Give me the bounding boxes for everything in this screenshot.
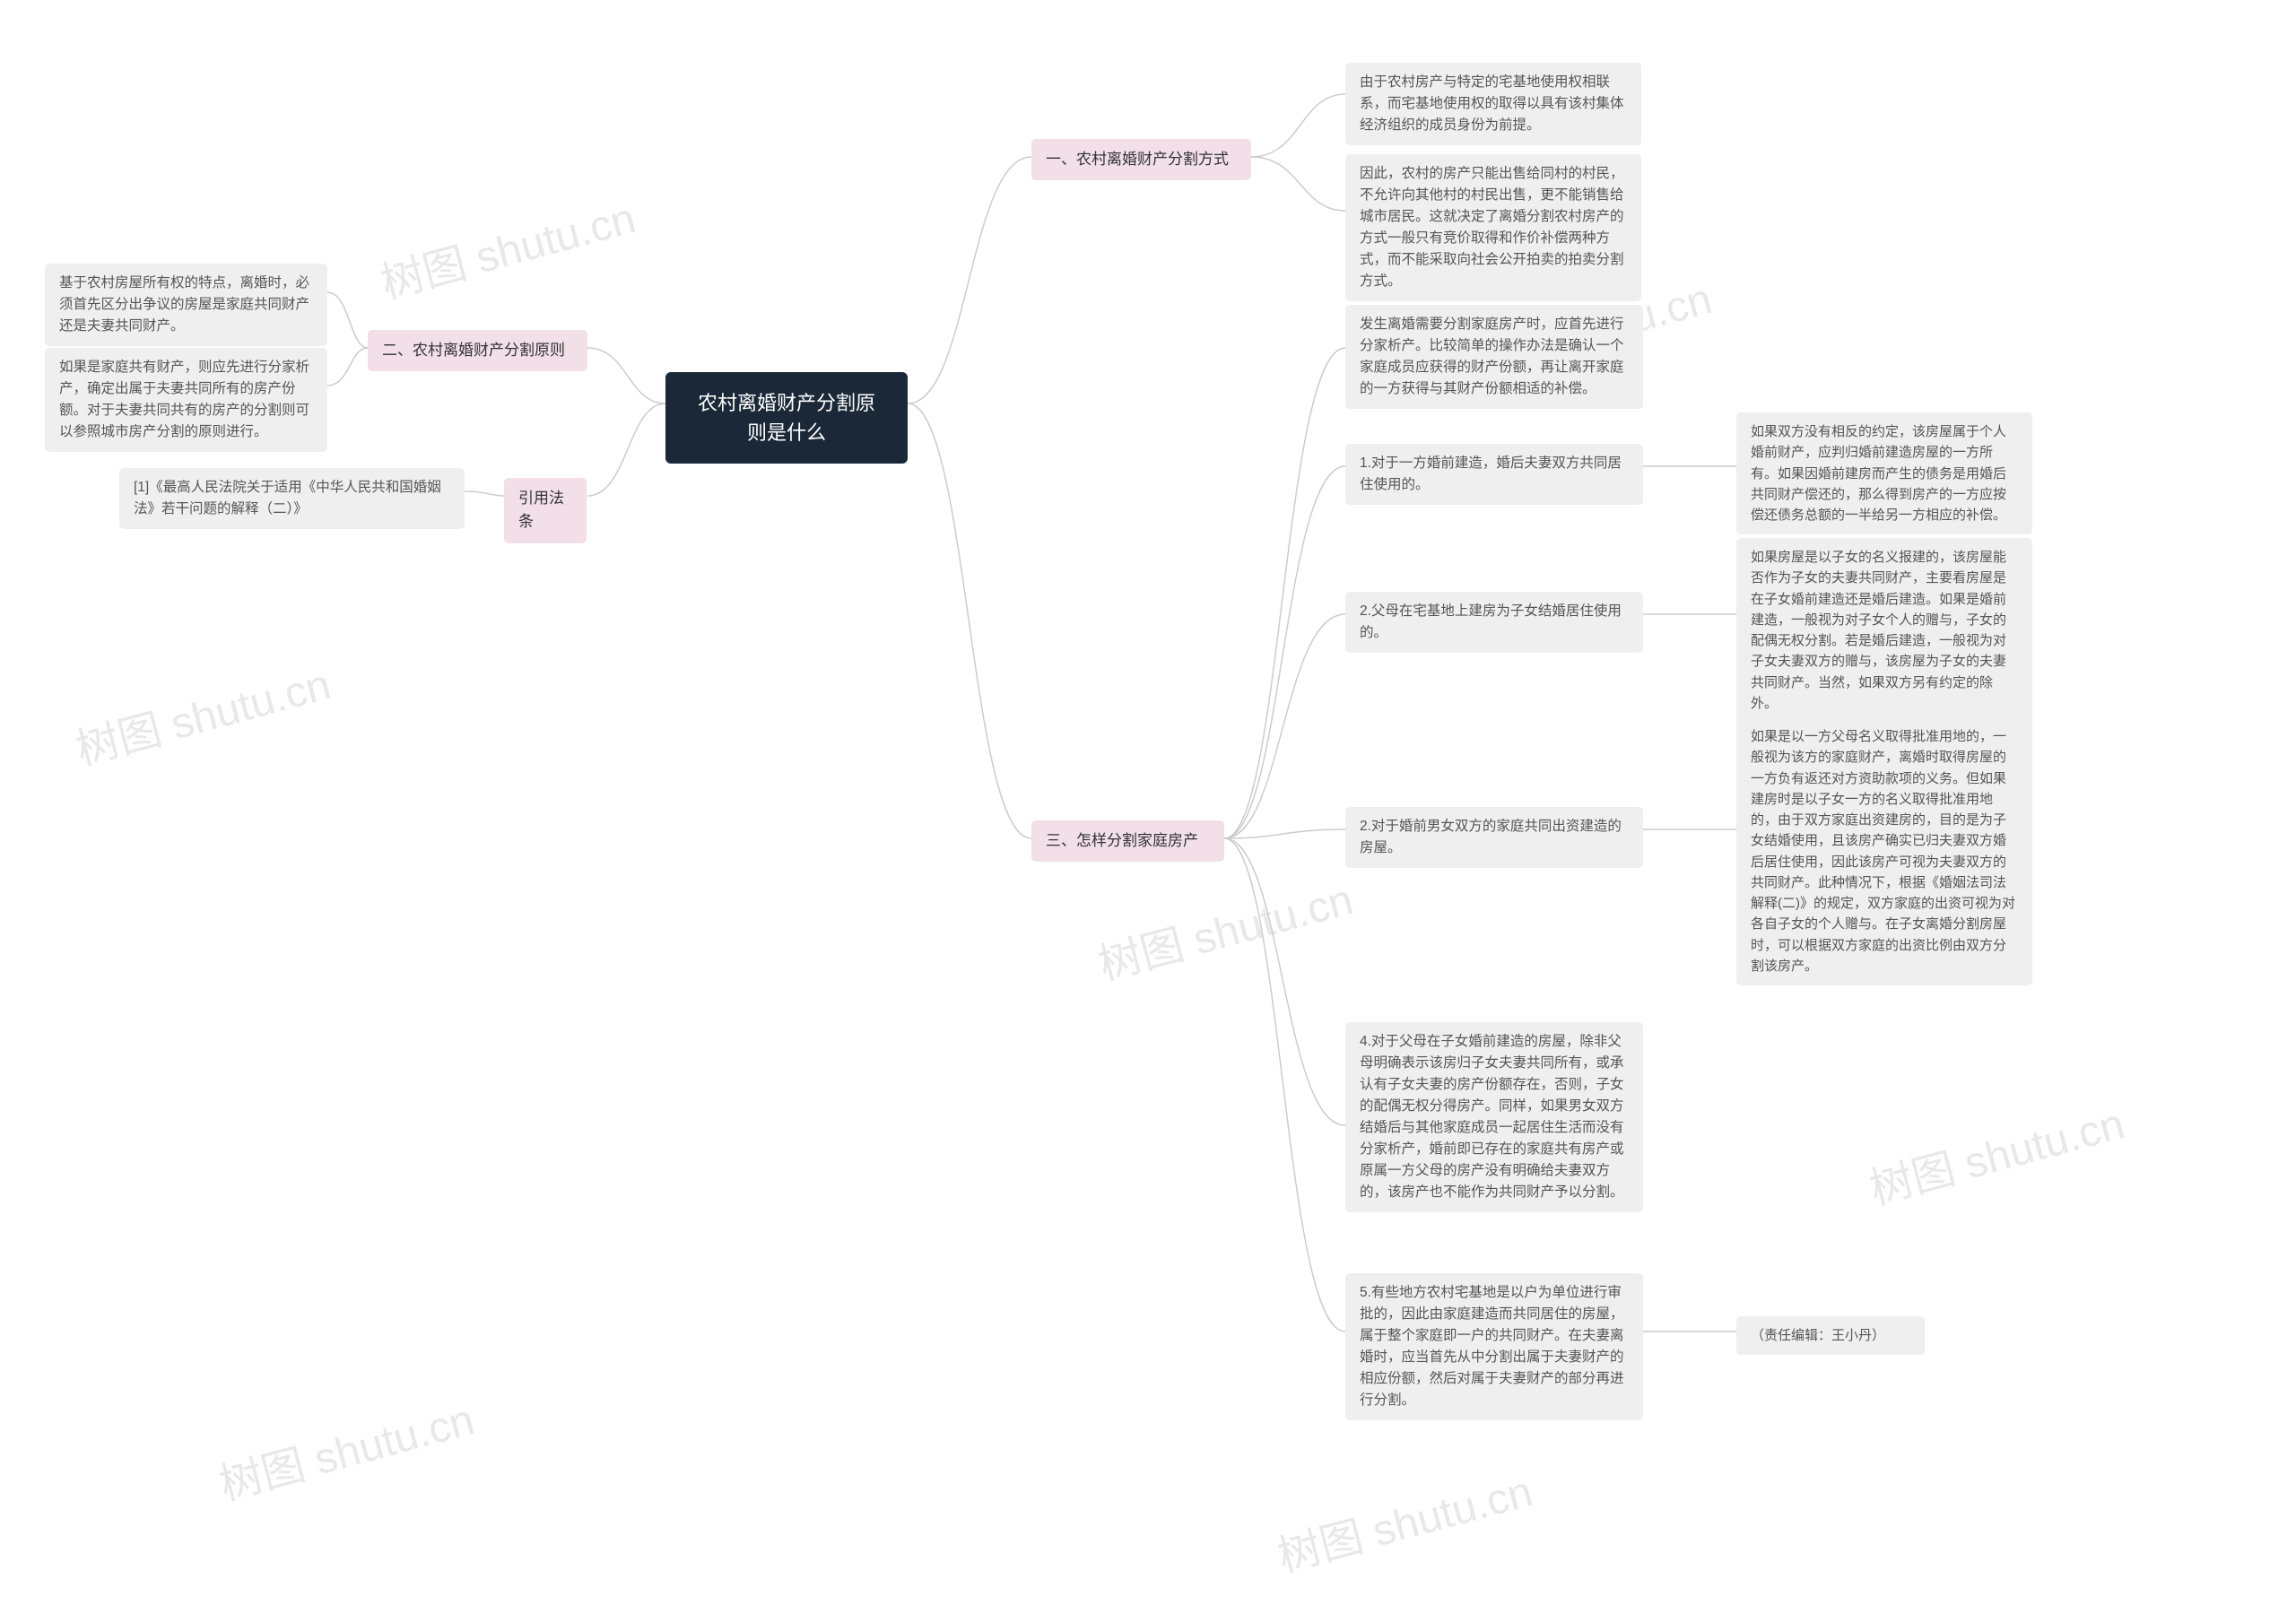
branch-1-label: 一、农村离婚财产分割方式 <box>1046 151 1229 168</box>
watermark: 树图 shutu.cn <box>212 1384 480 1513</box>
watermark: 树图 shutu.cn <box>1091 864 1359 993</box>
branch-2-leaf-0: 基于农村房屋所有权的特点，离婚时，必须首先区分出争议的房屋是家庭共同财产还是夫妻… <box>45 264 327 346</box>
branch-cite-leaf-0-text: [1]《最高人民法院关于适用《中华人民共和国婚姻法》若干问题的解释（二）》 <box>134 480 441 516</box>
branch-3-child-4-detail-text: （责任编辑：王小丹） <box>1751 1328 1885 1343</box>
watermark: 树图 shutu.cn <box>1270 1456 1538 1584</box>
branch-1-leaf-1-text: 因此，农村的房产只能出售给同村的村民，不允许向其他村的村民出售，更不能销售给城市… <box>1360 166 1624 289</box>
branch-3-child-1-label: 2.父母在宅基地上建房为子女结婚居住使用的。 <box>1360 603 1622 640</box>
branch-3-intro-text: 发生离婚需要分割家庭房产时，应首先进行分家析产。比较简单的操作办法是确认一个家庭… <box>1360 317 1624 396</box>
branch-cite-leaf-0: [1]《最高人民法院关于适用《中华人民共和国婚姻法》若干问题的解释（二）》 <box>119 468 465 529</box>
watermark: 树图 shutu.cn <box>1862 1089 2130 1217</box>
branch-3: 三、怎样分割家庭房产 <box>1031 820 1224 862</box>
watermark: 树图 shutu.cn <box>373 183 641 311</box>
branch-3-child-2-label: 2.对于婚前男女双方的家庭共同出资建造的房屋。 <box>1360 819 1622 855</box>
branch-1-leaf-0: 由于农村房产与特定的宅基地使用权相联系，而宅基地使用权的取得以具有该村集体经济组… <box>1345 63 1641 145</box>
branch-1-leaf-0-text: 由于农村房产与特定的宅基地使用权相联系，而宅基地使用权的取得以具有该村集体经济组… <box>1360 74 1624 133</box>
branch-3-child-2-detail: 如果是以一方父母名义取得批准用地的，一般视为该方的家庭财产，离婚时取得房屋的一方… <box>1736 717 2032 985</box>
branch-2: 二、农村离婚财产分割原则 <box>368 330 587 371</box>
center-node: 农村离婚财产分割原则是什么 <box>665 372 908 464</box>
branch-cite: 引用法条 <box>504 478 587 543</box>
branch-3-child-3: 4.对于父母在子女婚前建造的房屋，除非父母明确表示该房归子女夫妻共同所有，或承认… <box>1345 1022 1643 1212</box>
branch-3-child-3-label: 4.对于父母在子女婚前建造的房屋，除非父母明确表示该房归子女夫妻共同所有，或承认… <box>1360 1034 1624 1200</box>
watermark: 树图 shutu.cn <box>68 649 336 777</box>
branch-3-child-0-detail-text: 如果双方没有相反的约定，该房屋属于个人婚前财产，应判归婚前建造房屋的一方所有。如… <box>1751 424 2006 523</box>
branch-2-label: 二、农村离婚财产分割原则 <box>382 342 565 359</box>
branch-3-child-1-detail-text: 如果房屋是以子女的名义报建的，该房屋能否作为子女的夫妻共同财产，主要看房屋是在子… <box>1751 550 2006 711</box>
branch-cite-label: 引用法条 <box>518 490 564 530</box>
branch-1-leaf-1: 因此，农村的房产只能出售给同村的村民，不允许向其他村的村民出售，更不能销售给城市… <box>1345 154 1641 301</box>
branch-3-child-1-detail: 如果房屋是以子女的名义报建的，该房屋能否作为子女的夫妻共同财产，主要看房屋是在子… <box>1736 538 2032 723</box>
branch-3-child-2-detail-text: 如果是以一方父母名义取得批准用地的，一般视为该方的家庭财产，离婚时取得房屋的一方… <box>1751 729 2015 974</box>
branch-2-leaf-0-text: 基于农村房屋所有权的特点，离婚时，必须首先区分出争议的房屋是家庭共同财产还是夫妻… <box>59 275 309 334</box>
branch-3-child-4: 5.有些地方农村宅基地是以户为单位进行审批的，因此由家庭建造而共同居住的房屋，属… <box>1345 1273 1643 1420</box>
branch-3-label: 三、怎样分割家庭房产 <box>1046 832 1198 849</box>
branch-2-leaf-1-text: 如果是家庭共有财产，则应先进行分家析产，确定出属于夫妻共同所有的房产份额。对于夫… <box>59 360 309 439</box>
branch-3-child-2: 2.对于婚前男女双方的家庭共同出资建造的房屋。 <box>1345 807 1643 868</box>
branch-3-child-4-label: 5.有些地方农村宅基地是以户为单位进行审批的，因此由家庭建造而共同居住的房屋，属… <box>1360 1285 1624 1408</box>
branch-3-child-0: 1.对于一方婚前建造，婚后夫妻双方共同居住使用的。 <box>1345 444 1643 505</box>
branch-3-child-0-detail: 如果双方没有相反的约定，该房屋属于个人婚前财产，应判归婚前建造房屋的一方所有。如… <box>1736 412 2032 534</box>
center-label: 农村离婚财产分割原则是什么 <box>698 392 875 444</box>
branch-3-child-4-detail: （责任编辑：王小丹） <box>1736 1316 1925 1355</box>
branch-1: 一、农村离婚财产分割方式 <box>1031 139 1251 180</box>
branch-3-intro: 发生离婚需要分割家庭房产时，应首先进行分家析产。比较简单的操作办法是确认一个家庭… <box>1345 305 1643 409</box>
branch-2-leaf-1: 如果是家庭共有财产，则应先进行分家析产，确定出属于夫妻共同所有的房产份额。对于夫… <box>45 348 327 452</box>
branch-3-child-0-label: 1.对于一方婚前建造，婚后夫妻双方共同居住使用的。 <box>1360 455 1622 492</box>
branch-3-child-1: 2.父母在宅基地上建房为子女结婚居住使用的。 <box>1345 592 1643 653</box>
